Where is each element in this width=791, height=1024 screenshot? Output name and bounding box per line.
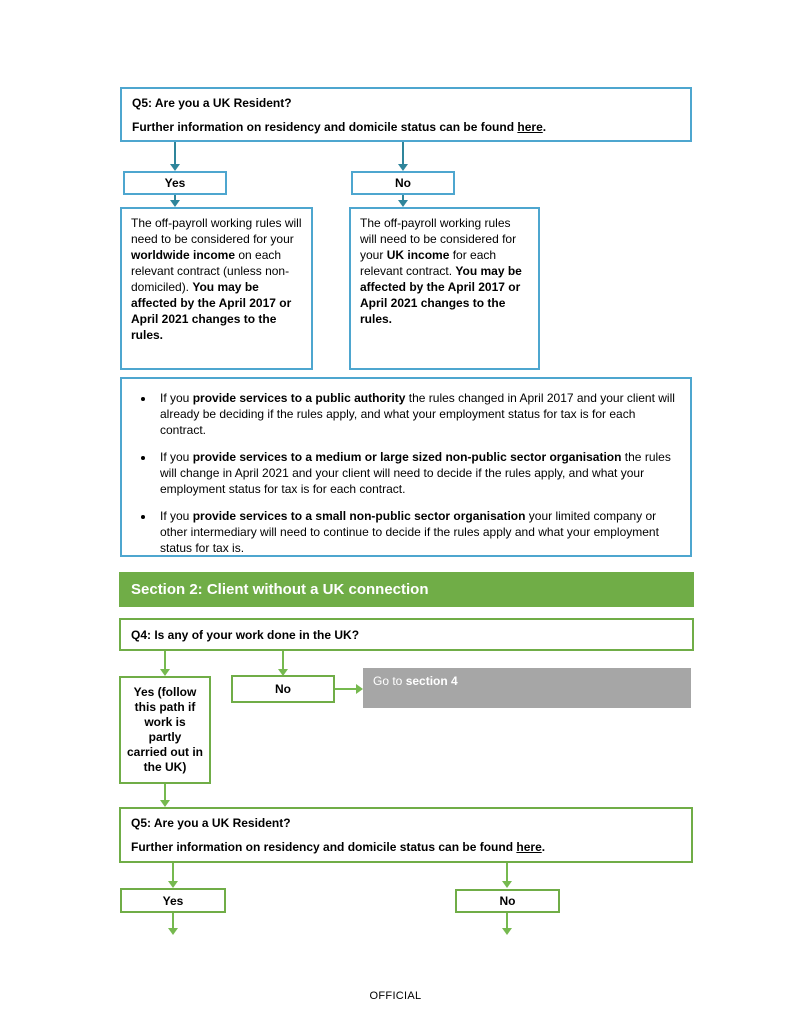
bullet-item: If you provide services to a medium or l… — [155, 449, 682, 497]
arrow-right-icon — [335, 684, 363, 694]
question-info: Further information on residency and dom… — [131, 840, 546, 854]
arrow-down-icon — [160, 651, 170, 676]
arrow-down-icon — [502, 863, 512, 888]
node-no: No — [455, 889, 560, 913]
question-info: Further information on residency and dom… — [132, 120, 547, 134]
arrow-down-icon — [168, 913, 178, 935]
rules-bullet-list: If you provide services to a public auth… — [130, 390, 682, 556]
question-box-q5-residency: Q5: Are you a UK Resident? Further infor… — [120, 87, 692, 142]
bullet-item: If you provide services to a public auth… — [155, 390, 682, 438]
arrow-down-icon — [398, 195, 408, 207]
bullet-item: If you provide services to a small non-p… — [155, 508, 682, 556]
node-yes-partly-in-uk: Yes (follow this path if work is partly … — [119, 676, 211, 784]
arrow-down-icon — [278, 651, 288, 676]
node-yes: Yes — [123, 171, 227, 195]
outcome-worldwide-income: The off-payroll working rules will need … — [120, 207, 313, 370]
question-title: Q5: Are you a UK Resident? — [131, 816, 291, 830]
node-no: No — [231, 675, 335, 703]
section2-header: Section 2: Client without a UK connectio… — [119, 572, 694, 607]
arrow-down-icon — [170, 195, 180, 207]
question-box-q4-work-in-uk: Q4: Is any of your work done in the UK? — [119, 618, 694, 651]
arrow-down-icon — [170, 142, 180, 171]
rules-summary-box: If you provide services to a public auth… — [120, 377, 692, 557]
arrow-down-icon — [502, 913, 512, 935]
arrow-down-icon — [398, 142, 408, 171]
here-link[interactable]: here — [516, 840, 542, 854]
outcome-uk-income: The off-payroll working rules will need … — [349, 207, 540, 370]
question-title: Q5: Are you a UK Resident? — [132, 96, 292, 110]
question-box-q5-residency-2: Q5: Are you a UK Resident? Further infor… — [119, 807, 693, 863]
node-no: No — [351, 171, 455, 195]
here-link[interactable]: here — [517, 120, 543, 134]
page-footer-classification: OFFICIAL — [369, 990, 422, 1002]
arrow-down-icon — [160, 784, 170, 807]
arrow-down-icon — [168, 863, 178, 888]
goto-section4-box: Go to section 4 — [363, 668, 691, 708]
node-yes: Yes — [120, 888, 226, 913]
